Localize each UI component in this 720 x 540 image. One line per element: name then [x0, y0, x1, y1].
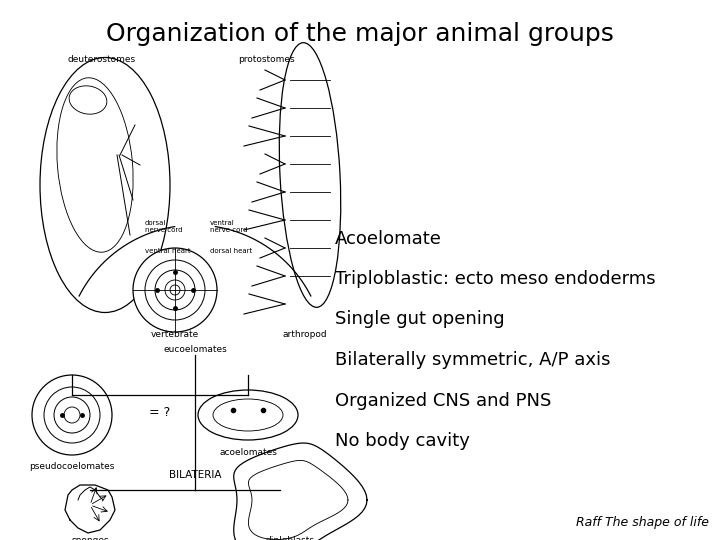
Ellipse shape — [64, 407, 80, 423]
Ellipse shape — [44, 387, 100, 443]
Text: Triploblastic: ecto meso endoderms: Triploblastic: ecto meso endoderms — [335, 270, 655, 288]
Ellipse shape — [133, 248, 217, 332]
Ellipse shape — [279, 43, 341, 307]
Ellipse shape — [40, 57, 170, 313]
Ellipse shape — [165, 280, 185, 300]
Text: Organization of the major animal groups: Organization of the major animal groups — [106, 22, 614, 46]
Text: protostomes: protostomes — [238, 55, 294, 64]
Ellipse shape — [54, 397, 90, 433]
Text: sponges: sponges — [71, 536, 109, 540]
Text: pseudocoelomates: pseudocoelomates — [30, 462, 114, 471]
Text: Raff The shape of life: Raff The shape of life — [576, 516, 709, 529]
Text: deuterostomes: deuterostomes — [68, 55, 136, 64]
Text: Organized CNS and PNS: Organized CNS and PNS — [335, 392, 552, 409]
Ellipse shape — [145, 260, 205, 320]
Ellipse shape — [32, 375, 112, 455]
Text: dorsal
nerve cord: dorsal nerve cord — [145, 220, 182, 233]
Ellipse shape — [57, 78, 133, 252]
Text: eucoelomates: eucoelomates — [163, 345, 227, 354]
Text: BILATERIA: BILATERIA — [168, 470, 221, 480]
Ellipse shape — [213, 399, 283, 431]
Text: Single gut opening: Single gut opening — [335, 310, 505, 328]
Ellipse shape — [155, 270, 195, 310]
Text: Bilaterally symmetric, A/P axis: Bilaterally symmetric, A/P axis — [335, 351, 611, 369]
Text: arthropod: arthropod — [283, 330, 328, 339]
Text: No body cavity: No body cavity — [335, 432, 469, 450]
Ellipse shape — [69, 86, 107, 114]
Text: ventral heart: ventral heart — [145, 248, 191, 254]
Text: Acoelomate: Acoelomate — [335, 230, 441, 247]
Text: acoelomates: acoelomates — [219, 448, 277, 457]
Text: vertebrate: vertebrate — [151, 330, 199, 339]
Ellipse shape — [198, 390, 298, 440]
Text: ventral
nerve cord: ventral nerve cord — [210, 220, 248, 233]
Text: = ?: = ? — [149, 406, 171, 419]
Text: dorsal heart: dorsal heart — [210, 248, 252, 254]
Text: diploblasts: diploblasts — [266, 536, 315, 540]
Ellipse shape — [170, 285, 180, 295]
